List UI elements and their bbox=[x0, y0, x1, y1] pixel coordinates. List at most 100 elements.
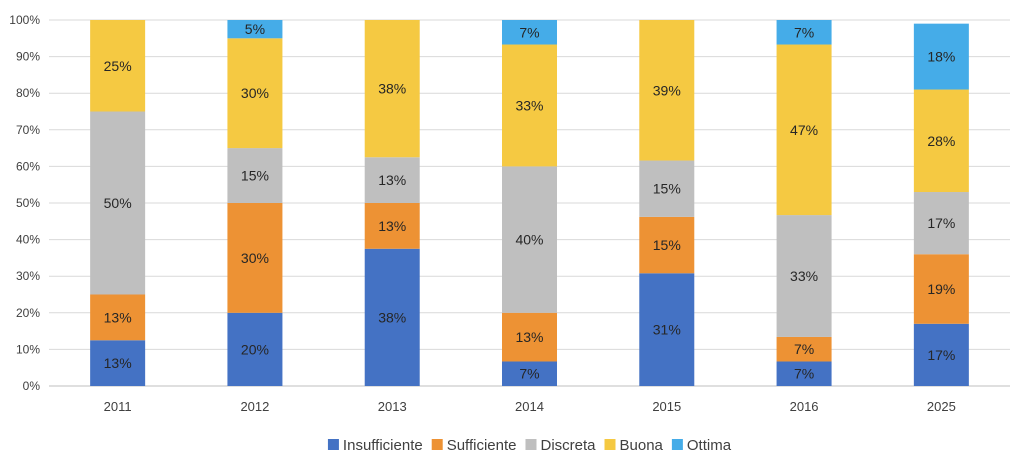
data-label: 15% bbox=[653, 181, 681, 197]
legend-swatch bbox=[525, 439, 537, 450]
data-label: 31% bbox=[653, 322, 681, 338]
data-label: 15% bbox=[653, 237, 681, 253]
legend-label: Sufficiente bbox=[447, 437, 517, 454]
data-label: 33% bbox=[515, 97, 543, 113]
bar-segment-ottima bbox=[502, 20, 557, 45]
bar-segment-sufficiente bbox=[776, 336, 832, 362]
data-label: 38% bbox=[378, 81, 406, 97]
data-label: 13% bbox=[378, 172, 406, 188]
bar-segment-discreta bbox=[227, 148, 283, 203]
bar-segment-buona bbox=[227, 38, 283, 149]
data-label: 38% bbox=[378, 309, 406, 325]
data-label: 28% bbox=[927, 133, 955, 149]
x-tick-label: 2015 bbox=[652, 399, 681, 414]
legend-item-discreta: Discreta bbox=[525, 437, 596, 454]
x-axis: 2011 2012 2013 2014 2015 2016 2025 bbox=[104, 399, 956, 414]
y-tick-label: 30% bbox=[16, 269, 40, 283]
bars bbox=[90, 20, 969, 386]
bar-segment-insufficiente bbox=[502, 361, 557, 386]
data-label: 20% bbox=[241, 341, 269, 357]
bar-segment-ottima bbox=[227, 20, 283, 39]
bar-segment-ottima bbox=[913, 23, 969, 90]
bar-segment-ottima bbox=[776, 20, 832, 45]
x-tick-label: 2011 bbox=[104, 399, 132, 414]
data-label: 15% bbox=[241, 168, 269, 184]
data-label: 13% bbox=[104, 309, 132, 325]
legend-item-ottima: Ottima bbox=[671, 437, 732, 454]
bar-segment-discreta bbox=[364, 157, 420, 203]
bar-segment-buona bbox=[639, 20, 695, 161]
data-label: 7% bbox=[519, 366, 539, 382]
x-tick-label: 2025 bbox=[927, 399, 956, 414]
data-label: 13% bbox=[378, 218, 406, 234]
data-label: 17% bbox=[927, 347, 955, 363]
bar-segment-sufficiente bbox=[364, 203, 420, 249]
bar-segment-discreta bbox=[913, 192, 969, 255]
bar-segment-insufficiente bbox=[639, 273, 695, 386]
data-label: 39% bbox=[653, 82, 681, 98]
y-tick-label: 40% bbox=[16, 233, 40, 247]
bar-segment-sufficiente bbox=[227, 203, 283, 313]
x-tick-label: 2012 bbox=[240, 399, 269, 414]
legend-label: Insufficiente bbox=[343, 437, 423, 454]
y-tick-label: 20% bbox=[16, 306, 40, 320]
bar-segment-insufficiente bbox=[364, 248, 420, 386]
data-label: 19% bbox=[927, 281, 955, 297]
bar-segment-sufficiente bbox=[502, 312, 557, 362]
y-tick-label: 10% bbox=[16, 342, 40, 356]
bar-segment-insufficiente bbox=[90, 340, 146, 386]
y-tick-label: 90% bbox=[16, 50, 40, 64]
legend-label: Ottima bbox=[687, 437, 732, 454]
data-label: 40% bbox=[515, 232, 543, 248]
legend-swatch bbox=[431, 439, 443, 450]
bar-segment-sufficiente bbox=[90, 294, 146, 341]
legend-item-sufficiente: Sufficiente bbox=[431, 437, 517, 454]
bar-segment-insufficiente bbox=[913, 323, 969, 386]
legend-swatch bbox=[671, 439, 683, 450]
data-label: 13% bbox=[104, 355, 132, 371]
bar-segment-insufficiente bbox=[776, 361, 832, 386]
data-label: 18% bbox=[927, 49, 955, 65]
data-label: 33% bbox=[790, 268, 818, 284]
data-label: 25% bbox=[104, 58, 132, 74]
y-tick-label: 80% bbox=[16, 86, 40, 100]
bar-segment-buona bbox=[776, 44, 832, 216]
legend: Insufficiente Sufficiente Discreta Buona Ott… bbox=[327, 437, 732, 454]
bar-segment-sufficiente bbox=[913, 254, 969, 324]
legend-label: Buona bbox=[620, 437, 664, 454]
legend-label: Discreta bbox=[540, 437, 596, 454]
x-tick-label: 2014 bbox=[515, 399, 544, 414]
legend-swatch bbox=[327, 439, 339, 450]
bar-segment-buona bbox=[364, 20, 420, 158]
data-label: 17% bbox=[927, 215, 955, 231]
y-tick-label: 50% bbox=[16, 196, 40, 210]
bar-segment-buona bbox=[502, 44, 557, 167]
legend-item-insufficiente: Insufficiente bbox=[327, 437, 423, 454]
bar-segment-sufficiente bbox=[639, 216, 695, 274]
bar-segment-buona bbox=[913, 89, 969, 193]
y-tick-label: 70% bbox=[16, 123, 40, 137]
data-label: 50% bbox=[104, 195, 132, 211]
data-labels: 13% 13% 50% 25% 20% 30% 15% 30% 5% 38% 13% 13% 38% 7%… bbox=[104, 21, 956, 382]
y-tick-label: 0% bbox=[23, 379, 41, 393]
data-label: 30% bbox=[241, 85, 269, 101]
data-label: 47% bbox=[790, 122, 818, 138]
data-label: 13% bbox=[515, 329, 543, 345]
bar-segment-discreta bbox=[776, 215, 832, 337]
y-tick-label: 100% bbox=[9, 13, 40, 27]
data-label: 7% bbox=[794, 366, 814, 382]
legend-item-buona: Buona bbox=[604, 437, 664, 454]
bar-segment-insufficiente bbox=[227, 312, 283, 386]
y-axis: 0% 10% 20% 30% 40% 50% 60% 70% 80% 90% 100% bbox=[9, 13, 40, 393]
y-tick-label: 60% bbox=[16, 159, 40, 173]
data-label: 7% bbox=[794, 341, 814, 357]
data-label: 30% bbox=[241, 250, 269, 266]
bar-segment-discreta bbox=[502, 166, 557, 313]
x-tick-label: 2016 bbox=[790, 399, 819, 414]
x-tick-label: 2013 bbox=[378, 399, 407, 414]
data-label: 7% bbox=[519, 24, 539, 40]
bar-segment-discreta bbox=[90, 111, 146, 295]
legend-swatch bbox=[604, 439, 616, 450]
data-label: 7% bbox=[794, 24, 814, 40]
